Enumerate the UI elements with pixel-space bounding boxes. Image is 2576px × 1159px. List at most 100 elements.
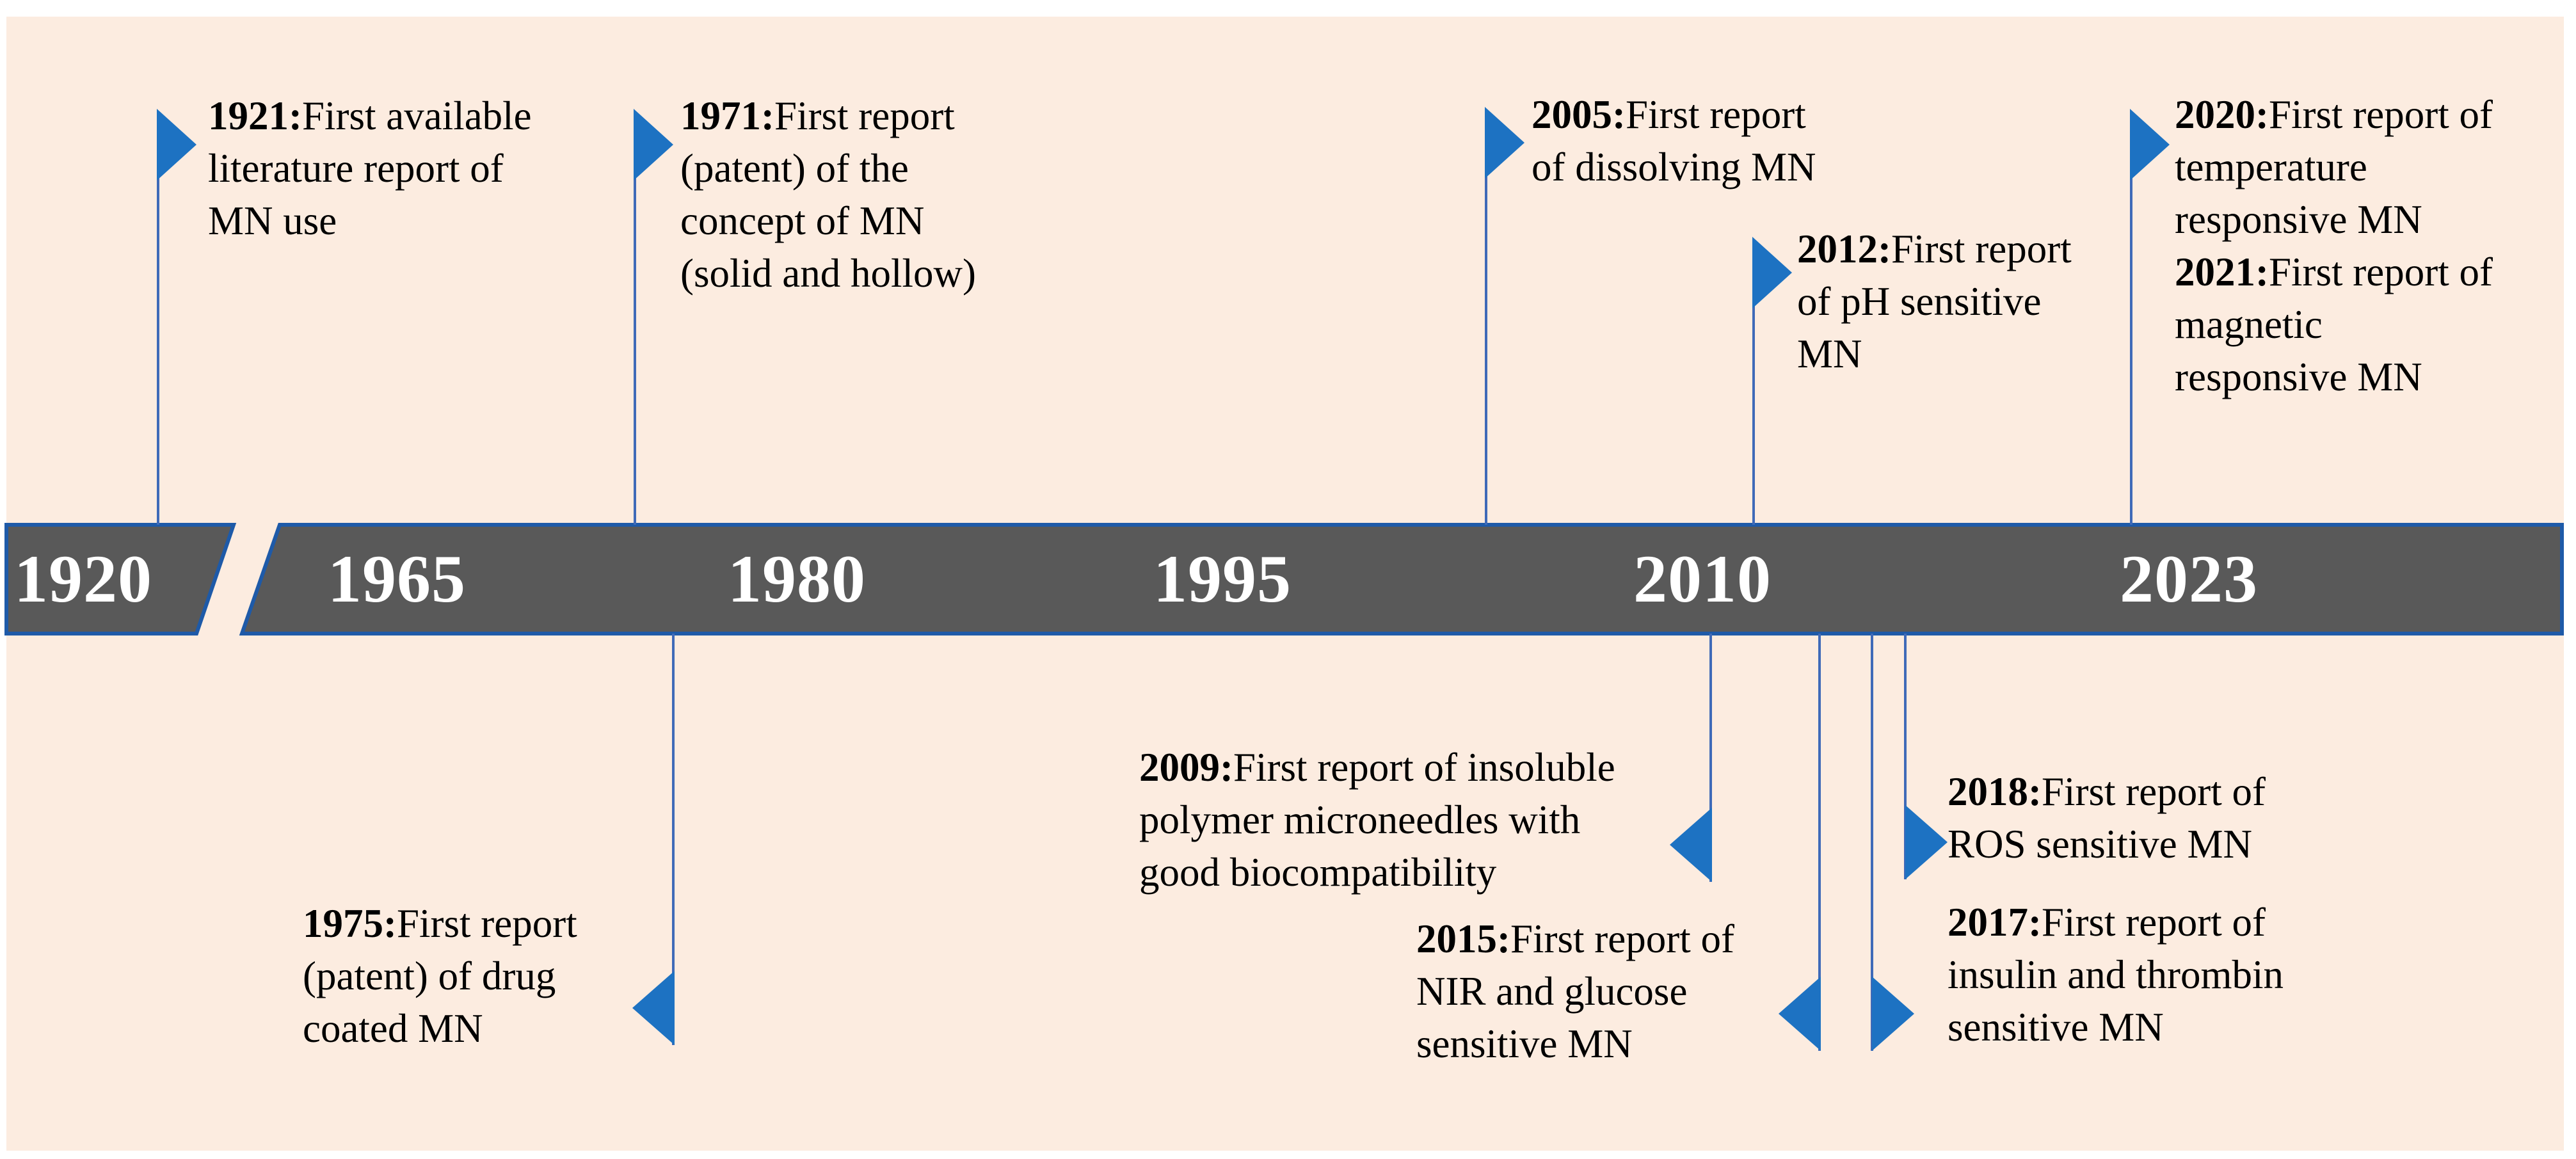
event-text-line: 2005:First report — [1532, 88, 1816, 141]
event-text-line: MN use — [208, 195, 532, 247]
event-line-text: responsive MN — [2175, 355, 2422, 399]
event-text-line: literature report of — [208, 142, 532, 195]
event-text-line: good biocompatibility — [1139, 846, 1615, 899]
event-text: 2018:First report of ROS sensitive MN — [1948, 765, 2266, 870]
event-connector-line — [2130, 113, 2132, 525]
event-text-line: responsive MN — [2175, 193, 2493, 246]
event-connector-line — [672, 634, 675, 1045]
event-text-line: of dissolving MN — [1532, 141, 1816, 193]
event-year: 2018: — [1948, 769, 2042, 814]
event-line-text: First report of — [2268, 92, 2493, 137]
event-text-line: 1975:First report — [303, 897, 577, 950]
event-line-text: First report — [396, 901, 577, 946]
year-label-2023: 2023 — [2120, 541, 2258, 616]
event-text-line: 2012:First report — [1797, 223, 2072, 275]
event-text-line: 2020:First report of — [2175, 88, 2493, 141]
event-line-text: (patent) of the — [680, 146, 909, 191]
event-line-text: First available — [301, 93, 532, 138]
event-line-text: First report of — [2268, 250, 2493, 294]
year-label-2010: 2010 — [1633, 541, 1772, 616]
event-text-line: NIR and glucose — [1416, 965, 1734, 1018]
event-line-text: MN use — [208, 198, 337, 243]
event-text-line: concept of MN — [680, 195, 976, 247]
event-year: 2015: — [1416, 916, 1510, 961]
event-line-text: First report of — [1510, 916, 1734, 961]
event-year: 2017: — [1948, 900, 2042, 945]
event-year: 1971: — [680, 93, 774, 138]
event-text-line: coated MN — [303, 1002, 577, 1055]
event-line-text: ROS sensitive MN — [1948, 822, 2253, 867]
timeline-bar-segment-1920 — [4, 523, 237, 635]
event-line-text: insulin and thrombin — [1948, 952, 2284, 997]
event-line-text: literature report of — [208, 146, 504, 191]
event-text-line: (patent) of drug — [303, 950, 577, 1002]
event-connector-line — [1904, 634, 1907, 879]
event-year: 2005: — [1532, 92, 1626, 137]
event-text-line: 1921:First available — [208, 90, 532, 142]
event-text-line: polymer microneedles with — [1139, 794, 1615, 846]
event-line-text: First report of — [2041, 769, 2266, 814]
event-line-text: (patent) of drug — [303, 954, 556, 998]
year-label-1920: 1920 — [14, 541, 152, 616]
event-text: 2009:First report of insoluble polymer mi… — [1139, 741, 1615, 899]
event-line-text: MN — [1797, 332, 1862, 376]
event-text-line: 2017:First report of — [1948, 896, 2284, 948]
event-line-text: First report — [1625, 92, 1806, 137]
event-text-line: 2018:First report of — [1948, 765, 2266, 818]
event-text: 2020:First report of temperature responsiv… — [2175, 88, 2493, 246]
event-text-line: temperature — [2175, 141, 2493, 193]
event-text-line: sensitive MN — [1416, 1018, 1734, 1070]
event-line-text: temperature — [2175, 145, 2367, 189]
event-line-text: (solid and hollow) — [680, 251, 976, 296]
event-connector-line — [1485, 111, 1487, 525]
event-text: 1971:First report (patent) of the concept … — [680, 90, 976, 300]
event-text: 2005:First report of dissolving MN — [1532, 88, 1816, 193]
event-connector-line — [157, 113, 159, 525]
event-connector-line — [1871, 634, 1873, 1051]
event-line-text: magnetic — [2175, 302, 2323, 347]
event-line-text: coated MN — [303, 1006, 483, 1051]
event-line-text: polymer microneedles with — [1139, 797, 1581, 842]
event-text: 2015:First report of NIR and glucose sensi… — [1416, 913, 1734, 1070]
event-text-line: of pH sensitive — [1797, 275, 2072, 328]
year-label-1965: 1965 — [328, 541, 466, 616]
event-year: 2021: — [2175, 250, 2269, 294]
event-line-text: sensitive MN — [1948, 1005, 2164, 1050]
event-text: 2021:First report of magnetic responsive M… — [2175, 246, 2493, 403]
event-year: 2009: — [1139, 745, 1233, 790]
event-text-line: sensitive MN — [1948, 1001, 2284, 1053]
event-text-line: (patent) of the — [680, 142, 976, 195]
event-text-line: 1971:First report — [680, 90, 976, 142]
event-text: 1921:First available literature report of… — [208, 90, 532, 247]
event-line-text: of dissolving MN — [1532, 145, 1816, 189]
event-line-text: First report of — [2041, 900, 2266, 945]
event-line-text: responsive MN — [2175, 197, 2422, 242]
event-line-text: of pH sensitive — [1797, 279, 2042, 324]
event-line-text: concept of MN — [680, 198, 925, 243]
event-line-text: sensitive MN — [1416, 1021, 1633, 1066]
event-line-text: First report — [774, 93, 955, 138]
year-label-1980: 1980 — [728, 541, 866, 616]
event-text: 1975:First report (patent) of drug coated … — [303, 897, 577, 1055]
event-text-line: (solid and hollow) — [680, 247, 976, 300]
event-year: 2012: — [1797, 227, 1891, 271]
event-year: 1975: — [303, 901, 397, 946]
event-text-line: responsive MN — [2175, 351, 2493, 403]
event-text: 2012:First report of pH sensitive MN — [1797, 223, 2072, 380]
event-connector-line — [1818, 634, 1821, 1051]
event-text: 2017:First report of insulin and thrombin… — [1948, 896, 2284, 1053]
event-text-line: 2009:First report of insoluble — [1139, 741, 1615, 794]
event-text-line: MN — [1797, 328, 2072, 380]
event-year: 2020: — [2175, 92, 2269, 137]
event-connector-line — [634, 113, 636, 525]
event-year: 1921: — [208, 93, 302, 138]
event-text-line: 2021:First report of — [2175, 246, 2493, 298]
event-line-text: NIR and glucose — [1416, 969, 1688, 1014]
event-line-text: good biocompatibility — [1139, 850, 1497, 895]
event-line-text: First report of insoluble — [1233, 745, 1615, 790]
year-label-1995: 1995 — [1153, 541, 1292, 616]
event-connector-line — [1752, 241, 1755, 525]
event-connector-line — [1709, 634, 1712, 882]
timeline-bar-segment-main — [239, 523, 2564, 635]
